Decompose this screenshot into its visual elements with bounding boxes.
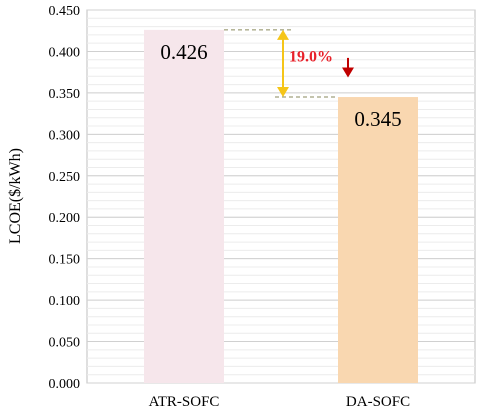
data-label: 0.426	[160, 40, 207, 64]
y-tick-label: 0.250	[49, 170, 81, 185]
y-tick-label: 0.350	[49, 87, 81, 102]
data-labels: 0.426 0.345	[160, 40, 401, 131]
y-tick-label: 0.300	[49, 128, 81, 143]
x-tick-label: ATR-SOFC	[149, 394, 220, 410]
y-tick-label: 0.200	[49, 211, 81, 226]
y-tick-label: 0.400	[49, 45, 81, 60]
double-arrow-head-up	[277, 29, 289, 40]
bars	[144, 29, 418, 384]
data-label: 0.345	[354, 107, 401, 131]
bar-atr-sofc	[144, 29, 224, 383]
y-tick-label: 0.450	[49, 4, 81, 19]
percent-difference-label: 19.0%	[289, 48, 333, 65]
x-tick-labels: ATR-SOFC DA-SOFC	[149, 394, 411, 410]
double-arrow-head-down	[277, 87, 289, 98]
difference-annotation: 19.0%	[224, 29, 354, 98]
down-arrow-icon	[342, 67, 354, 78]
y-tick-label: 0.150	[49, 253, 81, 268]
y-tick-label: 0.050	[49, 336, 81, 351]
y-tick-label: 0.100	[49, 294, 81, 309]
x-tick-label: DA-SOFC	[346, 394, 410, 410]
y-tick-label: 0.000	[49, 377, 81, 392]
bar-da-sofc	[338, 97, 418, 384]
y-tick-labels: 0.000 0.050 0.100 0.150 0.200 0.250 0.300 0.350…	[49, 4, 81, 392]
y-axis-title: LCOE($/kWh)	[7, 148, 24, 244]
